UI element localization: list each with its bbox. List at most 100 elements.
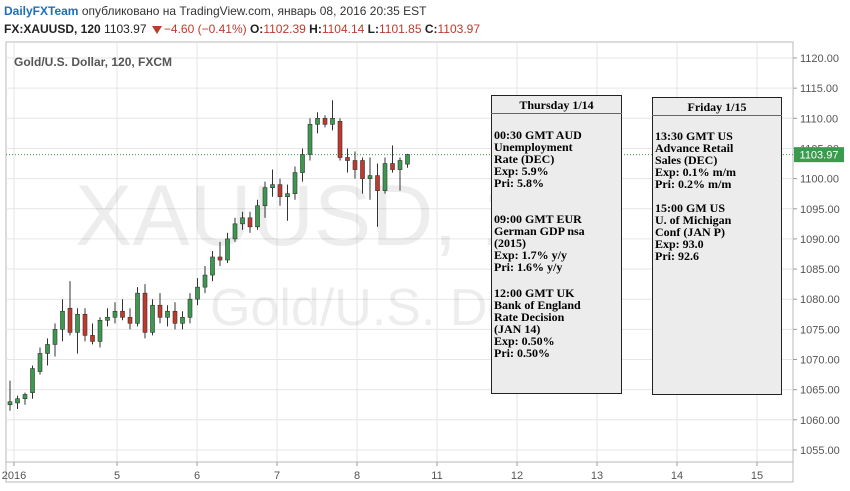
candle-body: [15, 398, 20, 404]
candle-body: [307, 124, 313, 155]
event-line: U. of Michigan: [655, 213, 732, 227]
y-tick-label: 1095.00: [800, 204, 840, 216]
candle-body: [112, 310, 118, 318]
x-tick-label: 14: [671, 470, 683, 482]
event-line: Unemployment: [494, 140, 573, 154]
candle-body: [157, 304, 163, 318]
high-value: 1104.14: [321, 22, 365, 36]
candle-body: [292, 172, 298, 194]
candle-body: [240, 217, 245, 225]
candle-body: [120, 310, 125, 318]
candle-body: [390, 163, 395, 170]
x-tick-label: 15: [751, 470, 763, 482]
events-thursday-title: Thursday 1/14: [491, 99, 622, 114]
candle-body: [90, 335, 95, 342]
events-friday-title: Friday 1/15: [652, 101, 782, 116]
candle-body: [217, 256, 223, 261]
candle-body: [127, 316, 133, 324]
last-price: 1103.97: [104, 22, 147, 36]
candle-body: [405, 154, 410, 165]
event-line: 09:00 GMT EUR: [494, 212, 582, 226]
open-label: O:: [249, 22, 264, 36]
open-value: 1102.39: [263, 22, 306, 36]
event-line: Advance Retail: [655, 141, 734, 155]
event-line: Rate (DEC): [494, 152, 555, 166]
candle-body: [352, 160, 358, 170]
event-item: 09:00 GMT EUR German GDP nsa (2015) Exp:…: [492, 213, 621, 273]
candle-body: [180, 316, 185, 324]
y-tick-label: 1055.00: [800, 445, 840, 457]
event-line: German GDP nsa: [494, 224, 585, 238]
candles: [7, 100, 410, 411]
y-tick-label: 1060.00: [800, 415, 840, 427]
candle-body: [300, 154, 305, 173]
event-line: Exp: 5.9%: [494, 164, 549, 178]
event-item: 12:00 GMT UK Bank of England Rate Decisi…: [492, 287, 621, 359]
x-tick-label: 2016: [2, 470, 26, 482]
candle-body: [375, 175, 380, 191]
candle-body: [150, 304, 155, 333]
candle-body: [210, 256, 215, 276]
y-axis: 1120.001115.001110.001105.001100.001095.…: [793, 53, 840, 457]
publish-line: DailyFXTeam опубликовано на TradingView.…: [4, 3, 427, 19]
candle-body: [337, 121, 343, 158]
low-label: L:: [367, 22, 379, 36]
x-tick-label: 13: [591, 470, 603, 482]
candle-body: [315, 118, 320, 125]
event-line: Rate Decision: [494, 310, 565, 324]
event-item: 00:30 GMT AUD Unemployment Rate (DEC) Ex…: [492, 129, 621, 189]
event-line: 00:30 GMT AUD: [494, 128, 582, 142]
candle-body: [345, 157, 350, 161]
x-tick-label: 11: [431, 470, 442, 482]
event-line: Pri: 92.6: [655, 249, 699, 263]
x-tick-label: 8: [354, 470, 360, 482]
candle-body: [97, 320, 103, 342]
y-tick-label: 1110.00: [800, 113, 838, 125]
event-line: Bank of England: [494, 298, 581, 312]
x-tick-label: 7: [274, 470, 280, 482]
candle-body: [172, 310, 178, 324]
x-tick-label: 12: [511, 470, 523, 482]
close-value: 1103.97: [437, 22, 481, 36]
event-line: Pri: 0.2% m/m: [655, 177, 732, 191]
candle-body: [262, 187, 268, 207]
event-line: 15:00 GM US: [655, 201, 725, 215]
candle-body: [322, 118, 328, 125]
event-line: Sales (DEC): [655, 153, 718, 167]
low-value: 1101.85: [379, 22, 422, 36]
publish-text: опубликовано на TradingView.com, январь …: [81, 4, 427, 18]
author-link[interactable]: DailyFXTeam: [4, 4, 79, 18]
candle-body: [187, 298, 193, 318]
x-axis: 2016 5 6 7 8 11 12 13 14 15: [2, 461, 793, 482]
candle-body: [360, 160, 365, 179]
y-tick-label: 1120.00: [800, 53, 839, 65]
candle-body: [60, 310, 65, 330]
x-tick-label: 5: [114, 470, 120, 482]
event-line: Exp: 0.50%: [494, 334, 555, 348]
event-item: 13:30 GMT US Advance Retail Sales (DEC) …: [653, 130, 781, 190]
last-price-badge: [794, 147, 844, 163]
high-label: H:: [309, 22, 322, 36]
candle-body: [75, 313, 80, 333]
last-price-tag-text: 1103.97: [800, 150, 839, 162]
event-line: Pri: 0.50%: [494, 346, 550, 360]
y-tick-label: 1070.00: [800, 355, 840, 367]
candle-body: [52, 329, 58, 345]
candle-body: [37, 353, 43, 372]
candle-body: [135, 292, 140, 324]
chart-title: Gold/U.S. Dollar, 120, FXCM: [14, 55, 172, 69]
symbol-line: FX:XAUUSD, 120 1103.97 −4.60 (−0.41%) O:…: [4, 21, 480, 37]
price-change: −4.60 (−0.41%): [163, 22, 247, 36]
candle-body: [397, 160, 403, 170]
event-line: 13:30 GMT US: [655, 129, 733, 143]
candle-body: [225, 238, 230, 261]
event-line: Exp: 93.0: [655, 237, 704, 251]
down-arrow-icon: [151, 25, 162, 34]
event-item: 15:00 GM US U. of Michigan Conf (JAN P) …: [653, 202, 781, 262]
candle-body: [270, 184, 275, 188]
candle-body: [247, 217, 253, 228]
events-friday: Friday 1/15 13:30 GMT US Advance Retail …: [652, 97, 782, 395]
candle-body: [165, 310, 170, 318]
candle-body: [255, 205, 260, 228]
candle-body: [105, 316, 110, 321]
